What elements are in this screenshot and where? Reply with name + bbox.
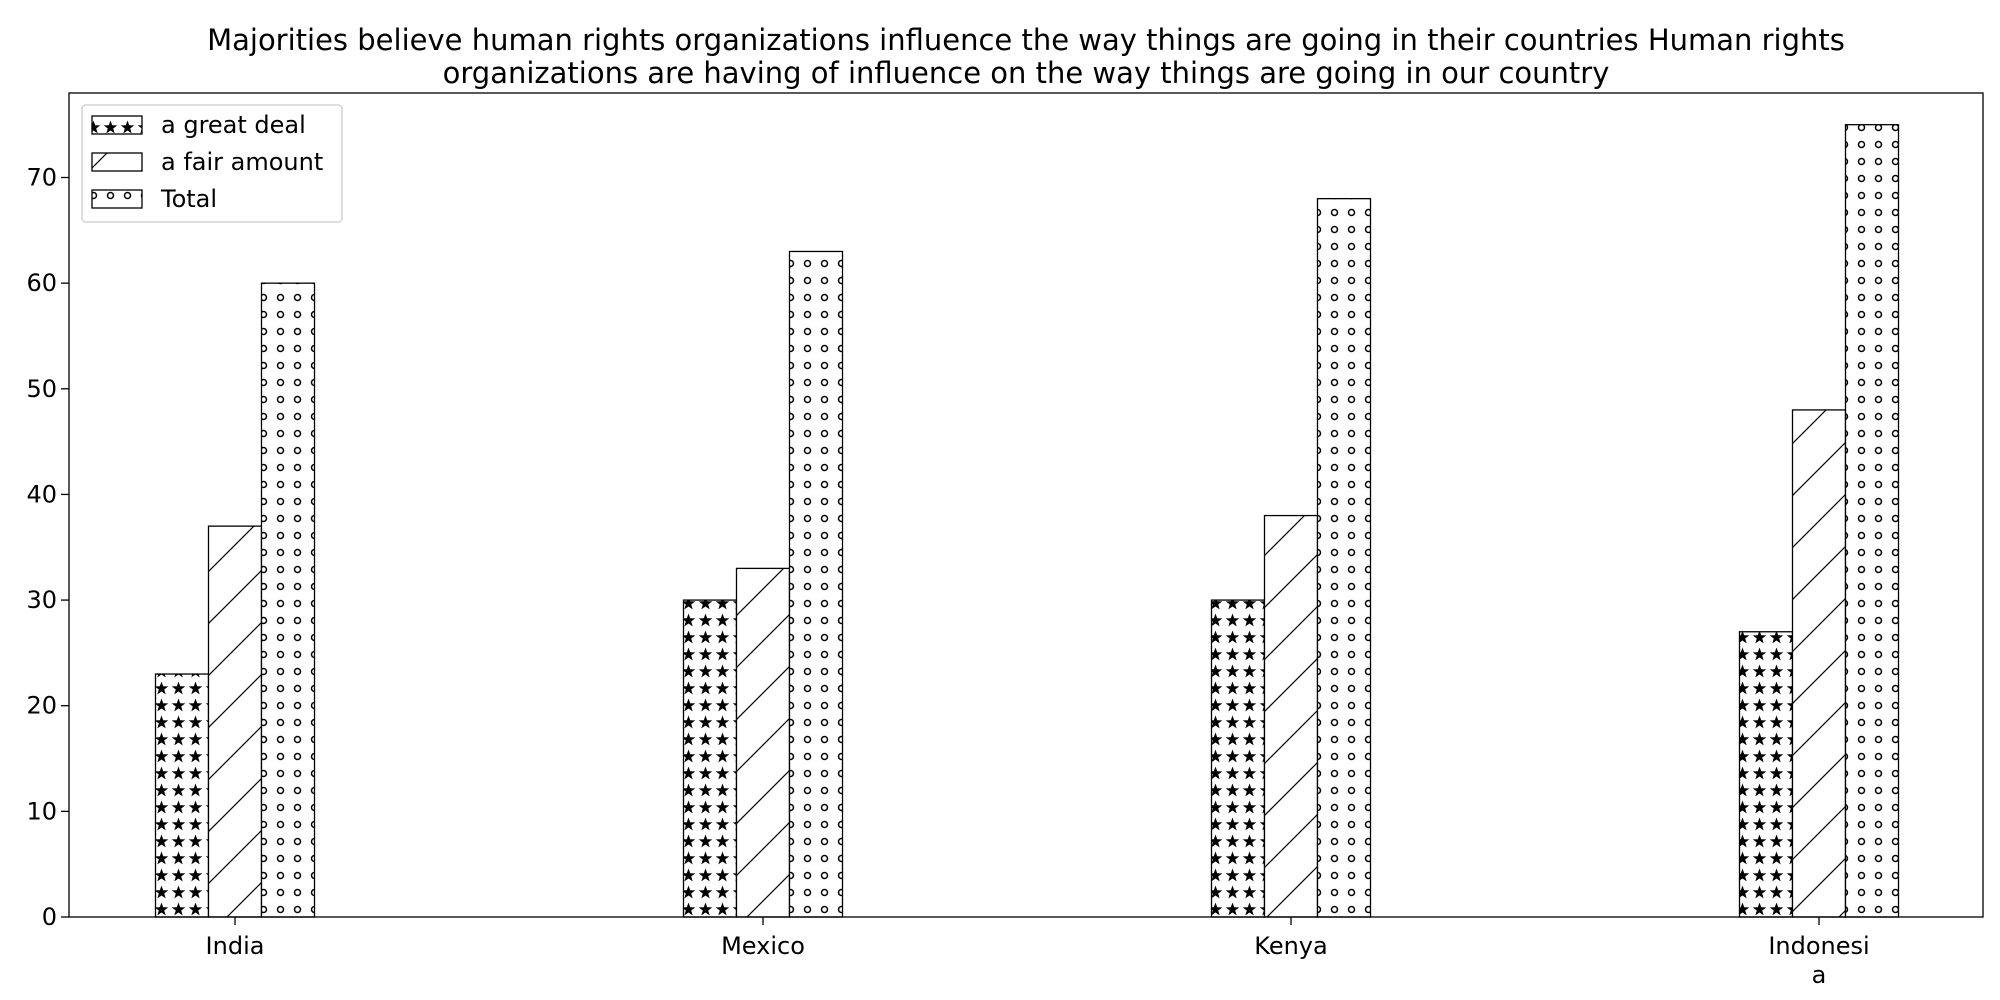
bar-mexico-series-3 [788, 250, 844, 918]
x-tick-label: a [1812, 961, 1827, 989]
y-tick-label: 70 [26, 164, 57, 192]
bar-mexico-series-1 [682, 599, 738, 918]
bar-indonesia-series-1 [1738, 631, 1794, 918]
bar-kenya-series-3 [1316, 197, 1372, 918]
x-tick-label: Kenya [1254, 932, 1327, 960]
bar-kenya-series-2 [1263, 514, 1319, 918]
chart-title: Majorities believe human rights organiza… [207, 23, 1845, 90]
legend-swatch [91, 115, 143, 135]
legend-swatch [91, 152, 143, 172]
y-tick-label: 0 [42, 903, 57, 931]
chart-title-line-1: Majorities believe human rights organiza… [207, 23, 1845, 57]
x-tick-label: India [206, 932, 265, 960]
legend-label: Total [160, 185, 217, 213]
legend-label: a great deal [161, 111, 306, 139]
y-tick-label: 10 [26, 797, 57, 825]
y-tick-label: 30 [26, 586, 57, 614]
x-tick-label: Indonesi [1768, 932, 1869, 960]
y-tick-label: 50 [26, 375, 57, 403]
bar-kenya-series-1 [1210, 599, 1266, 918]
chart-title-line-2: organizations are having of influence on… [443, 56, 1610, 90]
y-tick-label: 20 [26, 692, 57, 720]
bar-india-series-2 [207, 525, 263, 918]
bar-indonesia-series-2 [1791, 409, 1847, 918]
bar-india-series-3 [260, 282, 316, 918]
y-tick-label: 60 [26, 269, 57, 297]
legend: a great deal a fair amount Total [81, 104, 343, 223]
legend-label: a fair amount [161, 148, 323, 176]
y-tick-label: 40 [26, 480, 57, 508]
x-tick-label: Mexico [721, 932, 805, 960]
legend-box [81, 104, 343, 223]
bars [154, 124, 1900, 918]
plot-frame [68, 92, 1984, 918]
bar-india-series-1 [154, 673, 210, 918]
bar-indonesia-series-3 [1844, 124, 1900, 918]
legend-swatch [91, 189, 143, 209]
y-axis: 0 10 20 30 40 50 60 70 [26, 164, 69, 931]
bar-mexico-series-2 [735, 567, 791, 918]
